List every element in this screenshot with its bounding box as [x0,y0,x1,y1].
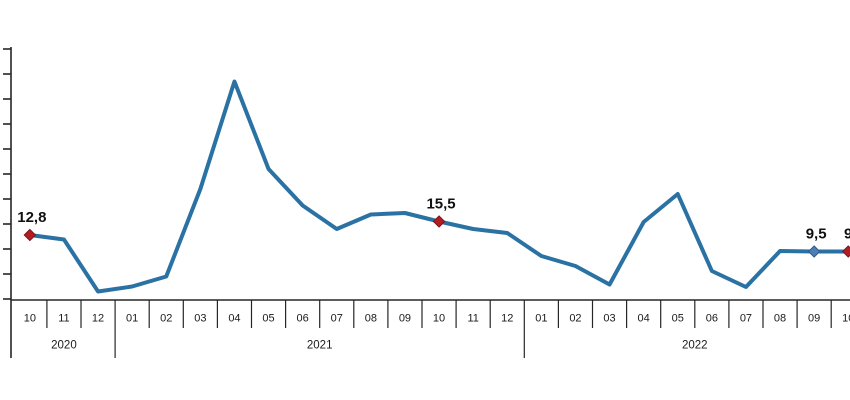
red-diamond-marker [432,215,446,228]
month-tick-label: 08 [365,312,377,324]
month-tick-label: 10 [842,312,850,324]
red-diamond-marker [23,228,37,242]
year-label: 2022 [682,340,708,352]
month-tick-label: 04 [228,312,240,324]
red-diamond-marker [841,245,850,258]
month-tick-label: 12 [501,312,513,324]
month-tick-label: 07 [740,312,752,324]
year-label: 2021 [307,340,333,352]
month-tick-label: 01 [535,312,547,324]
month-tick-label: 03 [603,312,615,324]
month-tick-label: 09 [399,312,411,324]
month-tick-label: 02 [160,312,172,324]
year-label: 2020 [51,340,77,352]
blue-diamond-marker [807,245,821,258]
point-value-label: 9, [844,226,850,243]
month-tick-label: 05 [262,312,274,324]
month-tick-label: 04 [638,312,650,324]
month-tick-label: 01 [126,312,138,324]
point-value-label: 15,5 [426,196,455,213]
month-tick-label: 03 [194,312,206,324]
month-tick-label: 10 [433,312,445,324]
month-tick-label: 10 [24,312,36,324]
month-tick-label: 06 [706,312,718,324]
month-tick-label: 05 [672,312,684,324]
month-tick-label: 11 [58,312,69,324]
month-tick-label: 09 [808,312,820,324]
month-tick-label: 06 [297,312,309,324]
month-tick-label: 07 [331,312,343,324]
month-tick-label: 02 [569,312,581,324]
month-tick-label: 11 [467,312,478,324]
month-tick-label: 12 [92,312,104,324]
data-series-line [27,79,850,294]
month-tick-label: 08 [774,312,786,324]
point-value-label: 9,5 [806,226,827,243]
point-value-label: 12,8 [17,209,46,226]
